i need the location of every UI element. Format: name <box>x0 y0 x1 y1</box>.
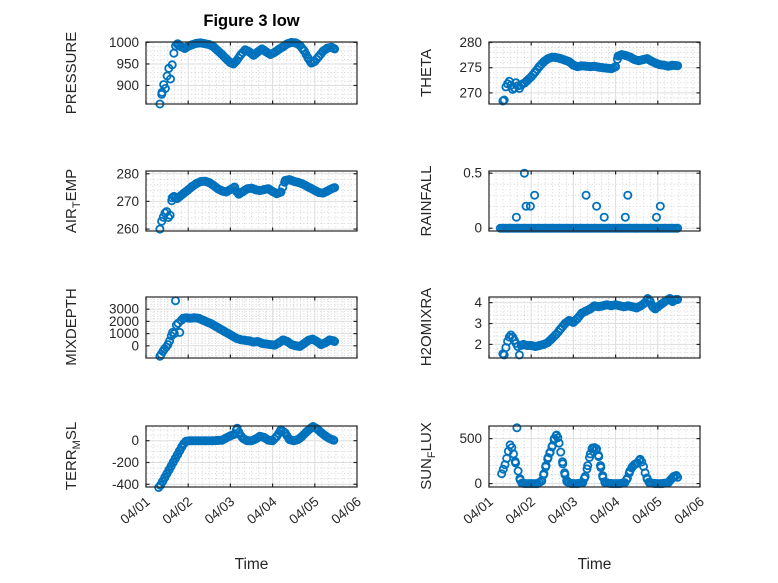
subplot-mixdepth: 0 1000 2000 3000 <box>96 283 369 372</box>
y-tick-label: 1000 <box>109 326 139 341</box>
ylabel-terr-msl: TERRMSL <box>63 356 83 556</box>
chart-area: 0 500 04/01 04/02 04/03 04/04 04/05 04/06 <box>459 423 707 528</box>
data-series <box>511 168 665 222</box>
ylabel-part: EMP <box>63 168 80 202</box>
major-grid <box>146 171 357 231</box>
axes-frame <box>488 41 701 105</box>
subplot-terr-msl: -400 -200 0 04/01 04/02 04/03 04/04 04/05 04/06 <box>96 412 369 542</box>
data-series <box>154 421 339 493</box>
chart-area: 270 275 280 <box>459 35 701 106</box>
subplot-h2omixra: 2 3 4 <box>439 283 712 372</box>
y-tick-label: 1000 <box>109 35 139 50</box>
x-tick-label: 04/05 <box>286 494 322 527</box>
chart-area: 260 270 280 <box>116 166 358 237</box>
xlabel-time-left: Time <box>234 556 269 573</box>
ylabel-part: SUN <box>418 458 435 490</box>
y-tick-label: 0 <box>474 221 482 236</box>
y-tick-label: 280 <box>116 166 139 181</box>
minor-grid <box>147 172 356 230</box>
ylabel-part: LUX <box>418 422 435 452</box>
axes-frame <box>488 170 701 232</box>
y-tick-label: 0.5 <box>463 166 482 181</box>
y-tick-label: 260 <box>116 222 139 237</box>
x-tick-label: 04/01 <box>117 494 153 527</box>
axes-frame <box>145 296 358 359</box>
chart-area: -400 -200 0 04/01 04/02 04/03 04/04 04/05 04/06 <box>112 421 364 528</box>
ylabel-part: SL <box>63 421 80 441</box>
x-tick-label: 04/01 <box>460 494 496 527</box>
data-series <box>498 50 683 106</box>
y-tick-label: 4 <box>474 295 482 310</box>
minor-grid <box>490 43 699 103</box>
data-series <box>495 223 683 233</box>
x-tick-label: 04/04 <box>587 494 623 528</box>
y-tick-label: 2000 <box>109 314 139 329</box>
y-tick-label: 2 <box>474 337 482 352</box>
chart-area: 900 950 1000 <box>109 35 358 109</box>
major-grid <box>489 171 700 231</box>
axes-frame <box>488 296 701 359</box>
y-tick-label: 500 <box>459 431 482 446</box>
y-tick-label: 280 <box>459 35 482 50</box>
x-tick-label: 04/05 <box>629 494 665 527</box>
x-tick-label: 04/04 <box>244 494 280 528</box>
ylabel-part: T <box>71 201 83 209</box>
x-tick-label: 04/06 <box>671 494 707 527</box>
data-series <box>155 37 340 109</box>
ylabel-sun-flux: SUNFLUX <box>418 356 438 556</box>
data-series <box>155 175 340 234</box>
subplot-sun-flux: 0 500 04/01 04/02 04/03 04/04 04/05 04/06 <box>439 412 712 542</box>
x-tick-label: 04/03 <box>545 494 581 527</box>
figure-title: Figure 3 low <box>203 12 300 30</box>
subplot-rainfall: 0 0.5 <box>439 157 712 245</box>
x-tick-label: 04/02 <box>503 494 539 527</box>
data-series <box>155 296 340 361</box>
xlabel-time-right: Time <box>577 556 612 573</box>
y-tick-label: 950 <box>116 56 139 71</box>
y-tick-label: -200 <box>112 455 139 470</box>
x-tick-label: 04/03 <box>202 494 238 527</box>
y-tick-label: 0 <box>131 338 139 353</box>
subplot-pressure: 900 950 1000 <box>96 28 369 118</box>
subplot-theta: 270 275 280 <box>439 28 712 118</box>
y-tick-label: 0 <box>474 476 482 491</box>
ylabel-part: MIXDEPTH <box>63 288 80 366</box>
data-series <box>497 423 683 489</box>
ylabel-part: RAINFALL <box>418 165 435 237</box>
y-tick-label: 0 <box>131 433 139 448</box>
minor-grid <box>490 172 699 230</box>
minor-grid <box>490 427 699 486</box>
y-tick-label: 3 <box>474 316 482 331</box>
y-tick-label: 900 <box>116 78 139 93</box>
y-tick-label: 3000 <box>109 302 139 317</box>
x-tick-label: 04/02 <box>160 494 196 527</box>
chart-area: 00.5 <box>463 166 701 236</box>
y-tick-label: 270 <box>116 194 139 209</box>
subplot-air-temp: 260 270 280 <box>96 157 369 245</box>
axes-frame <box>145 425 358 488</box>
ylabel-part: TERR <box>63 449 80 491</box>
y-tick-label: -400 <box>112 477 139 492</box>
ylabel-part: M <box>71 440 83 450</box>
axes-frame <box>488 425 701 488</box>
ylabel-part: H2OMIXRA <box>418 287 435 367</box>
chart-area: 2 3 4 <box>474 293 701 360</box>
x-tick-label: 04/06 <box>328 494 364 527</box>
ylabel-part: F <box>426 451 438 459</box>
y-tick-label: 275 <box>459 60 482 75</box>
axes-frame <box>145 170 358 232</box>
axes-frame <box>145 41 358 105</box>
ylabel-part: THETA <box>418 48 435 98</box>
y-tick-label: 270 <box>459 85 482 100</box>
